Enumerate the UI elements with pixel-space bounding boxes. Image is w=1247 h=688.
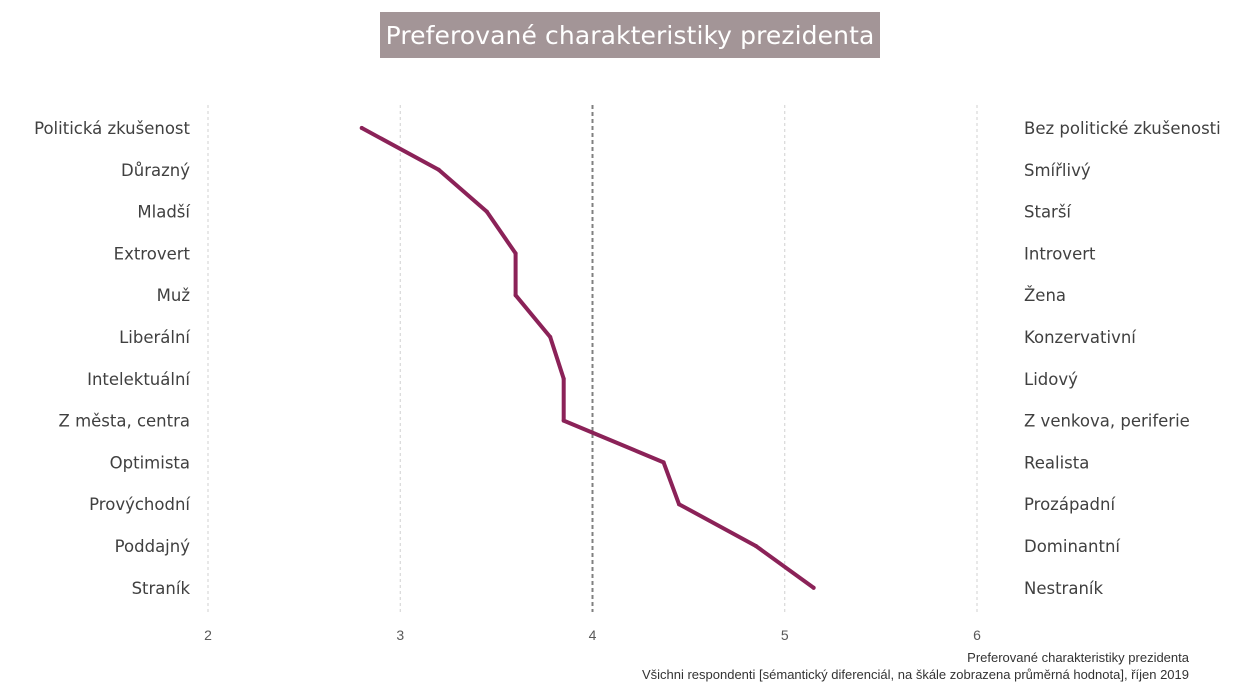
left-pole-label: Poddajný bbox=[115, 537, 191, 556]
right-pole-label: Realista bbox=[1024, 453, 1089, 472]
x-tick-label: 6 bbox=[973, 627, 981, 643]
right-pole-label: Smířlivý bbox=[1024, 161, 1091, 180]
left-pole-label: Extrovert bbox=[114, 244, 191, 263]
data-point bbox=[677, 502, 682, 507]
footer-source-title: Preferované charakteristiky prezidenta bbox=[967, 650, 1189, 665]
footer-source-note: Všichni respondenti [sémantický diferenc… bbox=[641, 667, 1189, 682]
left-pole-label: Z města, centra bbox=[59, 412, 190, 431]
left-pole-label: Straník bbox=[132, 579, 191, 598]
data-point bbox=[561, 376, 566, 381]
right-pole-label: Introvert bbox=[1024, 244, 1096, 263]
x-tick-label: 5 bbox=[781, 627, 789, 643]
x-tick-label: 3 bbox=[396, 627, 404, 643]
left-pole-label: Provýchodní bbox=[89, 495, 191, 514]
right-pole-label: Prozápadní bbox=[1024, 495, 1116, 514]
left-pole-label: Liberální bbox=[119, 328, 191, 347]
right-pole-label: Konzervativní bbox=[1024, 328, 1137, 347]
x-tick-label: 4 bbox=[589, 627, 597, 643]
right-pole-label: Bez politické zkušenosti bbox=[1024, 119, 1221, 138]
data-point bbox=[561, 418, 566, 423]
data-point bbox=[484, 209, 489, 214]
right-pole-label: Starší bbox=[1024, 203, 1072, 222]
series-group bbox=[359, 126, 816, 590]
data-point bbox=[513, 251, 518, 256]
right-pole-label: Dominantní bbox=[1024, 537, 1121, 556]
x-tick-label: 2 bbox=[204, 627, 212, 643]
data-point bbox=[513, 293, 518, 298]
data-point bbox=[436, 167, 441, 172]
left-pole-label: Muž bbox=[157, 286, 190, 305]
left-pole-label: Optimista bbox=[110, 453, 190, 472]
data-point bbox=[661, 460, 666, 465]
left-pole-label: Důrazný bbox=[121, 161, 190, 180]
data-point bbox=[548, 335, 553, 339]
right-pole-label: Nestraník bbox=[1024, 579, 1103, 598]
gridlines bbox=[207, 105, 978, 612]
left-pole-label: Intelektuální bbox=[87, 370, 191, 389]
x-tick-labels: 2 3 4 5 6 bbox=[204, 627, 981, 643]
data-point bbox=[811, 585, 816, 590]
right-pole-label: Žena bbox=[1024, 286, 1066, 305]
left-pole-label: Politická zkušenost bbox=[34, 119, 190, 138]
right-pole-label: Z venkova, periferie bbox=[1024, 412, 1190, 431]
left-labels: Politická zkušenost Důrazný Mladší Extrover… bbox=[34, 119, 191, 598]
right-labels: Bez politické zkušenosti Smířlivý Starší In… bbox=[1024, 119, 1221, 598]
data-point bbox=[359, 126, 364, 130]
series-line bbox=[359, 126, 816, 590]
data-point bbox=[753, 544, 758, 548]
right-pole-label: Lidový bbox=[1024, 370, 1078, 389]
chart-title: Preferované charakteristiky prezidenta bbox=[380, 12, 880, 58]
left-pole-label: Mladší bbox=[137, 203, 191, 222]
